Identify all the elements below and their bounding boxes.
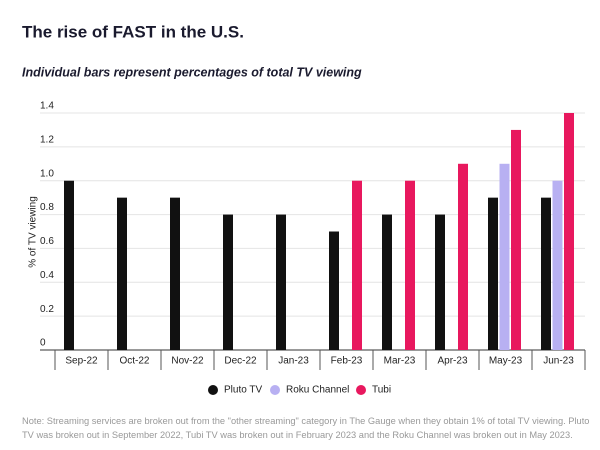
legend-label: Roku Channel bbox=[286, 385, 349, 396]
y-tick-label: 0.2 bbox=[40, 304, 54, 315]
x-tick-label: Apr-23 bbox=[437, 356, 467, 367]
bar bbox=[64, 180, 74, 350]
y-tick-label: 0.8 bbox=[40, 202, 54, 213]
x-tick-label: Jun-23 bbox=[543, 356, 574, 367]
chart-title: The rise of FAST in the U.S. bbox=[22, 22, 244, 41]
bar bbox=[352, 180, 362, 350]
y-axis-label: % of TV viewing bbox=[28, 196, 39, 268]
x-tick-label: Jan-23 bbox=[278, 356, 309, 367]
x-tick-label: May-23 bbox=[489, 356, 523, 367]
y-tick-label: 0.6 bbox=[40, 236, 54, 247]
x-tick-label: Feb-23 bbox=[331, 356, 363, 367]
legend-marker bbox=[270, 385, 280, 395]
bar bbox=[170, 197, 180, 350]
bar bbox=[276, 214, 286, 350]
bar bbox=[382, 214, 392, 350]
bar bbox=[488, 197, 498, 350]
bar bbox=[329, 231, 339, 350]
x-tick-label: Mar-23 bbox=[384, 356, 416, 367]
chart: The rise of FAST in the U.S. Individual … bbox=[22, 22, 586, 396]
y-tick-label: 1.0 bbox=[40, 168, 54, 179]
x-tick-label: Nov-22 bbox=[171, 356, 204, 367]
y-tick-label: 0.4 bbox=[40, 270, 54, 281]
legend-marker bbox=[208, 385, 218, 395]
x-tick-label: Oct-22 bbox=[119, 356, 149, 367]
x-tick-label: Dec-22 bbox=[224, 356, 257, 367]
chart-subtitle: Individual bars represent percentages of… bbox=[22, 65, 362, 79]
bar bbox=[541, 197, 551, 350]
y-tick-label: 1.4 bbox=[40, 101, 54, 112]
legend-marker bbox=[356, 385, 366, 395]
y-tick-label: 1.2 bbox=[40, 134, 54, 145]
bar bbox=[223, 214, 233, 350]
y-tick-label: 0 bbox=[40, 338, 46, 349]
note: Note: Streaming services are broken out … bbox=[22, 416, 590, 440]
bar bbox=[499, 163, 510, 350]
bar bbox=[435, 214, 445, 350]
x-tick-label: Sep-22 bbox=[65, 356, 98, 367]
bar bbox=[552, 180, 563, 350]
legend-label: Pluto TV bbox=[224, 385, 262, 396]
bar bbox=[564, 113, 574, 350]
legend-label: Tubi bbox=[372, 385, 391, 396]
bar bbox=[117, 197, 127, 350]
bar bbox=[405, 180, 415, 350]
bar bbox=[511, 129, 521, 350]
bar bbox=[458, 163, 468, 350]
